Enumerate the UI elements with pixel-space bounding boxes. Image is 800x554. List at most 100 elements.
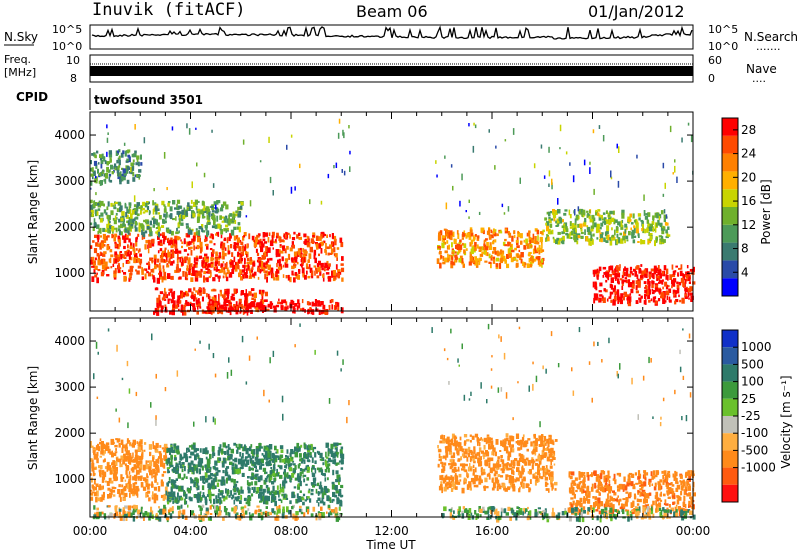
echo-cell [472, 145, 475, 153]
echo-cell [167, 481, 171, 484]
echo-cell [108, 176, 111, 182]
echo-cell [655, 237, 658, 241]
echo-cell [132, 439, 136, 446]
echo-cell [307, 496, 310, 499]
echo-cell [162, 295, 166, 300]
echo-cell [131, 444, 134, 447]
echo-cell [445, 447, 448, 453]
echo-cell [206, 215, 209, 220]
echo-cell [278, 258, 281, 264]
echo-cell [286, 232, 289, 238]
echo-cell [244, 463, 248, 467]
echo-cell [123, 229, 126, 232]
echo-cell [664, 182, 666, 189]
echo-cell [319, 458, 323, 461]
echo-cell [589, 167, 591, 174]
echo-cell [185, 300, 188, 303]
echo-cell [165, 255, 168, 262]
echo-cell [276, 449, 279, 454]
echo-cell [240, 486, 243, 491]
echo-cell [295, 273, 299, 279]
echo-cell [621, 219, 624, 224]
echo-cell [207, 475, 210, 481]
echo-cell [116, 150, 120, 154]
echo-cell [209, 499, 212, 504]
echo-cell [572, 175, 575, 183]
echo-cell [299, 247, 302, 250]
echo-cell [129, 474, 132, 481]
echo-cell [117, 201, 121, 206]
echo-cell [163, 152, 166, 159]
echo-cell [212, 215, 216, 220]
echo-cell [523, 476, 526, 482]
echo-cell [208, 295, 211, 302]
echo-cell [297, 274, 300, 280]
echo-cell [650, 268, 654, 272]
echo-cell [163, 204, 166, 207]
echo-cell [201, 230, 206, 233]
echo-cell [338, 506, 341, 511]
echo-cell [147, 201, 150, 204]
echo-cell [335, 304, 337, 310]
echo-cell [545, 222, 547, 226]
echo-cell [240, 513, 243, 516]
echo-cell [196, 482, 199, 487]
echo-cell [470, 248, 474, 255]
echo-cell [195, 246, 198, 250]
echo-cell [686, 265, 689, 269]
echo-cell [635, 290, 639, 294]
echo-cell [564, 226, 568, 230]
echo-cell [225, 276, 229, 282]
echo-cell [196, 487, 198, 491]
echo-cell [640, 275, 642, 279]
echo-cell [132, 247, 135, 252]
echo-cell [103, 209, 107, 214]
echo-cell [674, 165, 676, 173]
echo-cell [450, 487, 454, 492]
echo-cell [170, 487, 173, 493]
echo-cell [173, 481, 176, 486]
echo-cell [248, 233, 251, 240]
echo-cell [273, 455, 276, 460]
echo-cell [171, 294, 175, 300]
echo-cell [114, 163, 117, 168]
echo-cell [327, 173, 330, 179]
echo-cell [118, 225, 121, 228]
echo-cell [687, 287, 692, 293]
echo-cell [175, 470, 179, 474]
echo-cell [133, 153, 137, 158]
echo-cell [160, 233, 162, 236]
echo-cell [185, 225, 189, 229]
echo-cell [162, 265, 165, 269]
echo-cell [138, 468, 142, 473]
echo-cell [456, 230, 459, 235]
echo-cell [99, 154, 103, 158]
echo-cell [225, 224, 229, 228]
echo-cell [584, 218, 587, 223]
echo-cell [115, 212, 118, 216]
echo-cell [340, 453, 344, 459]
freq-label-2: [MHz] [4, 66, 36, 79]
echo-cell [238, 252, 242, 255]
nsky-label: N.Sky [4, 30, 38, 44]
echo-cell [658, 215, 661, 221]
echo-cell [193, 257, 196, 263]
echo-cell [124, 202, 127, 209]
echo-cell [139, 253, 142, 257]
echo-cell [204, 277, 207, 281]
echo-cell [207, 263, 211, 266]
echo-cell [332, 270, 336, 276]
echo-cell [149, 512, 152, 518]
echo-cell [224, 290, 228, 295]
echo-cell [623, 272, 626, 277]
echo-cell [324, 309, 328, 315]
echo-cell [110, 164, 114, 170]
echo-cell [512, 485, 516, 492]
echo-cell [283, 469, 286, 475]
echo-cell [218, 510, 222, 516]
echo-cell [180, 290, 182, 294]
echo-cell [269, 176, 272, 184]
cpid-label: CPID [16, 90, 48, 104]
echo-cell [225, 467, 228, 474]
echo-cell [506, 254, 509, 259]
